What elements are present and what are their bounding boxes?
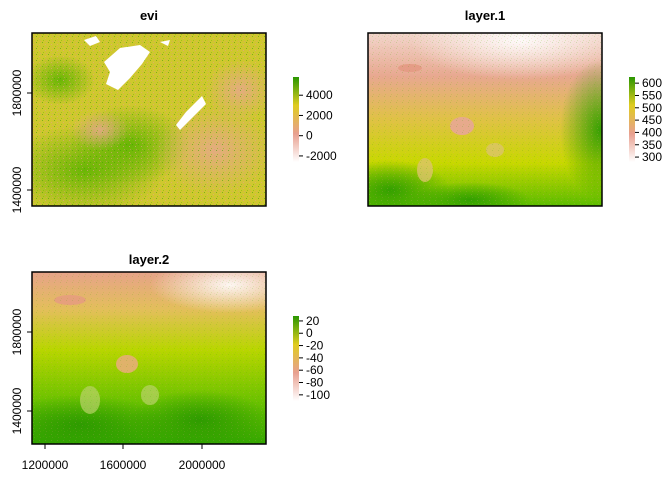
legend-tick-label: -100 [306,388,330,402]
legend-colorbar: 200-20-40-60-80-100 [293,314,330,402]
legend-tick-label: -80 [306,376,324,390]
legend-gradient [293,316,299,401]
raster-layer1 [368,33,602,206]
legend-tick-label: 4000 [306,88,333,102]
legend-tick-label: 600 [642,76,662,90]
x-axis: 1200000 1600000 2000000 [22,444,226,472]
legend-tick-label: 20 [306,314,320,328]
legend-tick-label: 2000 [306,108,333,122]
panel-title: layer.2 [129,252,170,267]
legend-tick-label: -20 [306,339,324,353]
legend-tick-label: 400 [642,125,662,139]
y-tick-label: 1400000 [10,166,24,213]
legend-tick-label: -60 [306,363,324,377]
legend-colorbar: 4000 2000 0 -2000 [293,77,337,163]
plot-frame [367,32,603,207]
panel-title: layer.1 [465,8,506,23]
raster-layer2 [32,272,266,444]
legend-tick-label: 550 [642,88,662,102]
legend-gradient [293,77,299,162]
legend-tick-label: 0 [306,326,313,340]
x-tick-label: 2000000 [179,458,226,472]
legend-tick-label: 0 [306,129,313,143]
legend-tick-label: 450 [642,113,662,127]
plot-frame [31,32,267,207]
x-tick-label: 1600000 [100,458,147,472]
plot-frame [31,271,267,445]
y-tick-label: 1800000 [10,69,24,116]
map-panel-evi: evi 1400000 1800000 4000 2000 0 -2000 [10,8,337,213]
raster-evi [32,33,266,206]
legend-tick-label: -2000 [306,149,337,163]
legend-tick-label: 500 [642,101,662,115]
map-panel-layer2: layer.2 1400000 1800000 1200000 1600000 200… [10,252,330,472]
panel-title: evi [140,8,158,23]
y-tick-label: 1800000 [10,308,24,355]
y-tick-label: 1400000 [10,387,24,434]
y-axis: 1400000 1800000 [10,308,32,434]
x-tick-label: 1200000 [22,458,69,472]
legend-tick-label: -40 [306,351,324,365]
legend-tick-label: 300 [642,150,662,164]
legend-gradient [629,77,635,162]
y-axis: 1400000 1800000 [10,69,32,213]
legend-tick-label: 350 [642,138,662,152]
